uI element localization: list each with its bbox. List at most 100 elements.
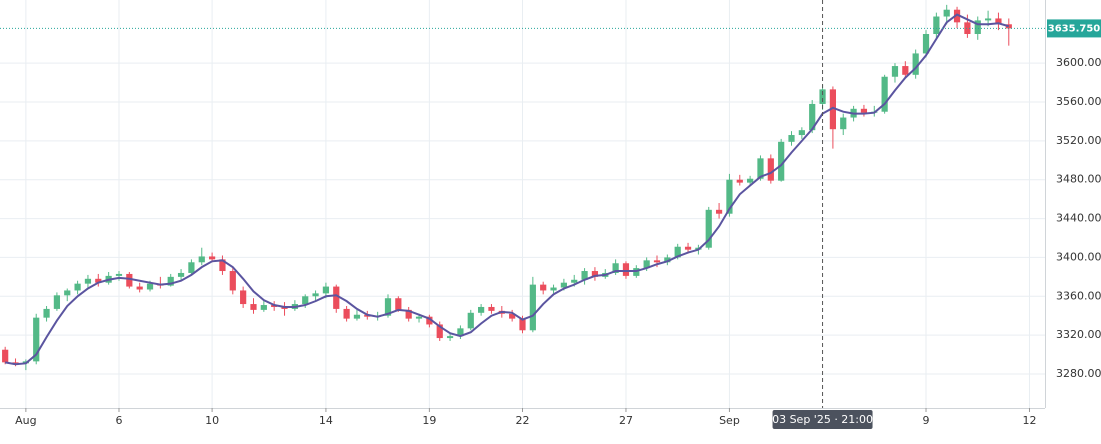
x-tick-label: 10	[205, 414, 219, 427]
y-tick-label: 3400.000	[1056, 250, 1101, 263]
y-tick-label: 3520.000	[1056, 134, 1101, 147]
candle-body	[591, 271, 599, 277]
candle-body	[653, 260, 661, 263]
crosshair-label-box	[772, 410, 873, 429]
candle-body	[778, 141, 785, 181]
candle-body	[705, 209, 712, 248]
candle-body	[798, 130, 805, 136]
y-tick-label: 3360.000	[1056, 289, 1101, 302]
x-tick-label: 6	[115, 414, 122, 427]
candle-body	[115, 273, 123, 276]
candle-body	[405, 309, 412, 319]
candle-body	[664, 257, 671, 263]
candle-body	[581, 271, 588, 280]
y-tick-label: 3320.000	[1056, 328, 1101, 341]
candle-body	[912, 53, 919, 75]
candle-body	[943, 9, 950, 17]
candle-body	[333, 286, 340, 309]
candle-body	[715, 209, 723, 214]
candle-body	[540, 284, 547, 291]
candle-body	[478, 306, 485, 313]
y-tick-label: 3440.000	[1056, 212, 1101, 225]
candle-body	[167, 276, 174, 286]
candle-body	[426, 316, 433, 325]
candle-body	[302, 296, 309, 305]
candle-body	[219, 259, 226, 272]
candle-body	[974, 20, 981, 34]
candle-body	[964, 22, 971, 34]
candle-body	[684, 246, 692, 250]
candle-body	[560, 282, 567, 288]
candle-body	[674, 246, 681, 258]
candle-body	[126, 273, 133, 287]
last-price-label: 3635.750	[1048, 23, 1101, 34]
candle-body	[260, 305, 267, 310]
candle-body	[819, 89, 826, 104]
candle-body	[198, 256, 205, 263]
candle-body	[322, 286, 330, 294]
candle-body	[788, 135, 795, 142]
candle-body	[984, 18, 992, 21]
x-tick-label: 14	[319, 414, 333, 427]
y-tick-label: 3280.000	[1056, 367, 1101, 380]
candle-body	[43, 308, 50, 318]
candle-body	[829, 89, 836, 130]
candle-body	[353, 314, 361, 319]
x-tick-label: Sep	[719, 414, 740, 427]
candle-body	[74, 283, 81, 291]
candle-body	[384, 298, 392, 316]
candle-body	[136, 286, 143, 290]
candle-body	[809, 103, 816, 131]
candle-body	[726, 179, 733, 214]
candle-body	[622, 263, 630, 276]
candle-body	[395, 298, 402, 310]
candle-body	[2, 349, 9, 363]
candle-body	[95, 278, 102, 283]
candle-body	[457, 328, 464, 337]
candle-body	[612, 263, 619, 273]
x-tick-label: 22	[516, 414, 530, 427]
candle-body	[33, 317, 40, 362]
y-tick-label: 3600.000	[1056, 56, 1101, 69]
candle-body	[881, 76, 888, 112]
candle-body	[177, 272, 185, 277]
candle-body	[550, 287, 557, 291]
candle-body	[1005, 24, 1012, 29]
candle-body	[415, 316, 423, 319]
candle-body	[529, 284, 536, 331]
candle-body	[571, 279, 578, 283]
candle-body	[922, 34, 930, 54]
plot	[0, 0, 1045, 408]
candle-body	[747, 178, 754, 183]
x-tick-label: 27	[619, 414, 633, 427]
candle-body	[240, 290, 247, 305]
candle-body	[343, 308, 350, 319]
candle-body	[891, 66, 899, 77]
candle-body	[446, 336, 454, 339]
candle-body	[509, 313, 516, 319]
candle-body	[736, 179, 743, 183]
x-tick-label: 12	[1022, 414, 1036, 427]
grid	[0, 0, 1045, 408]
candle-body	[995, 18, 1002, 25]
candle-body	[229, 271, 236, 291]
candle-body	[53, 295, 61, 309]
candle-body	[519, 318, 526, 331]
candle-body	[209, 256, 216, 260]
candle-body	[250, 304, 257, 310]
candle-body	[188, 262, 195, 273]
candle-body	[953, 9, 961, 23]
candle-body	[840, 117, 847, 130]
candle-body	[902, 66, 909, 75]
candle-body	[488, 306, 495, 311]
candle-body	[933, 16, 940, 34]
candle-body	[467, 312, 474, 329]
candle-body	[12, 362, 19, 364]
candle-body	[146, 283, 154, 290]
candle-body	[64, 290, 71, 296]
x-tick-label: 19	[422, 414, 436, 427]
axes: 3280.000 3320.000 3360.000 3400.000 3440.000…	[15, 19, 1101, 429]
y-tick-label: 3560.000	[1056, 95, 1101, 108]
